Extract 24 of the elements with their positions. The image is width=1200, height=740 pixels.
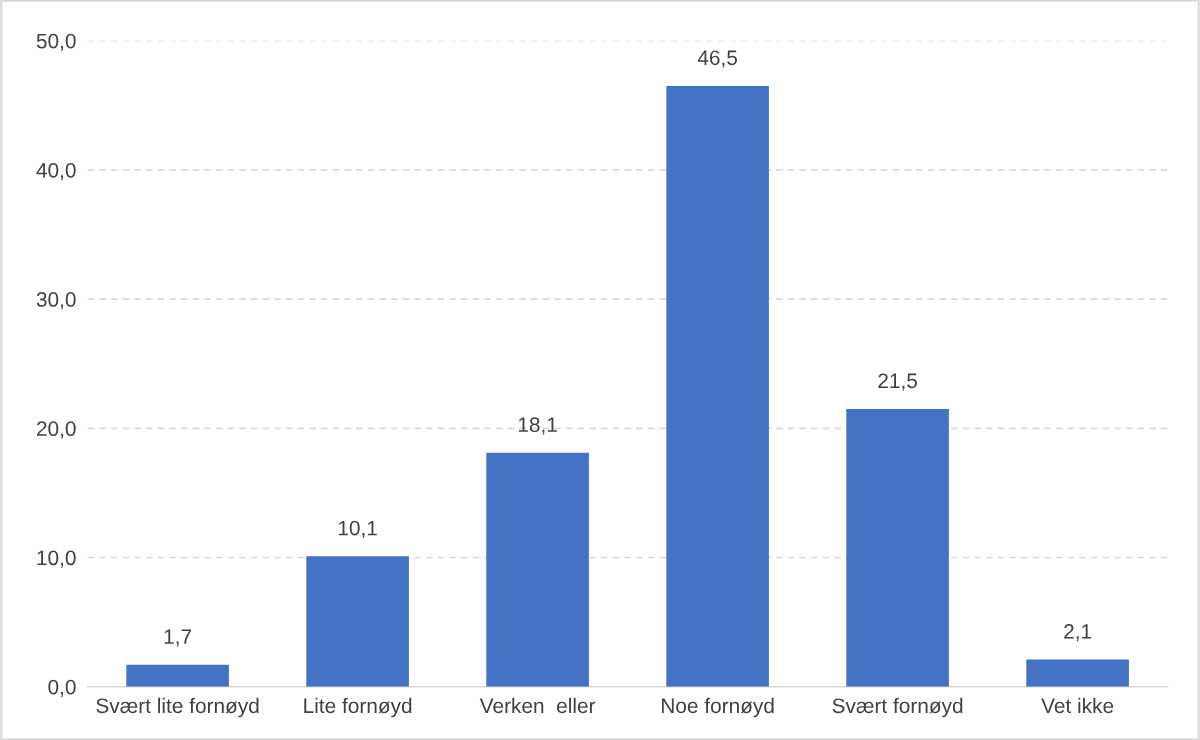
bar: [306, 556, 409, 687]
bar: [1026, 659, 1129, 687]
y-tick-label: 10,0: [37, 550, 76, 568]
x-tick-label: Noe fornøyd: [662, 697, 774, 718]
bar: [486, 452, 589, 687]
y-tick-label: 20,0: [36, 421, 76, 439]
data-label: 1,7: [164, 629, 192, 647]
y-tick-label: 0,0: [48, 679, 76, 697]
x-tick-label: Lite fornøyd: [304, 697, 412, 718]
y-tick-label: 30,0: [36, 292, 76, 310]
x-tick-label: Vet ikke: [1041, 697, 1114, 714]
y-tick-label: 50,0: [36, 33, 76, 51]
bar: [126, 664, 229, 687]
y-tick-label: 40,0: [36, 162, 76, 181]
bar: [846, 408, 949, 687]
data-label: 46,5: [697, 50, 737, 68]
data-label: 2,1: [1064, 624, 1092, 642]
x-tick-label: Svært fornøyd: [832, 697, 963, 718]
x-tick-label: Verken eller: [479, 697, 596, 714]
bar: [666, 85, 769, 687]
data-label: 21,5: [878, 373, 917, 391]
data-label: 10,1: [338, 520, 377, 538]
data-label: 18,1: [518, 417, 557, 435]
x-tick-label: Svært lite fornøyd: [96, 697, 259, 718]
